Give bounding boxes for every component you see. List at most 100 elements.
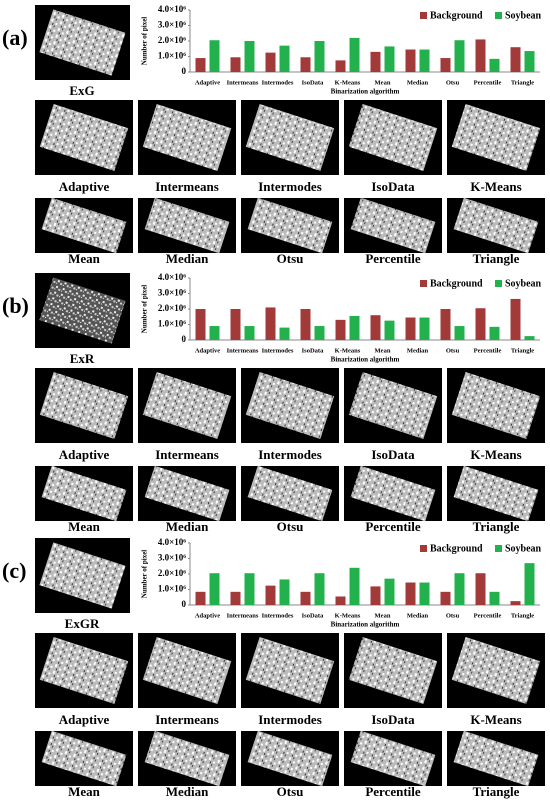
y-axis-label: Number of pixel bbox=[141, 550, 149, 599]
bar bbox=[314, 326, 325, 340]
bar bbox=[475, 308, 486, 340]
field-region bbox=[451, 371, 541, 440]
field-region bbox=[142, 103, 232, 172]
image-caption: Intermodes bbox=[258, 179, 322, 194]
field-region bbox=[142, 371, 232, 440]
bar bbox=[209, 573, 220, 605]
y-tick-label: 3.0×10⁶ bbox=[158, 20, 186, 30]
x-tick-label: Adaptive bbox=[195, 612, 220, 619]
image-caption: Triangle bbox=[473, 519, 520, 534]
x-tick-label: Median bbox=[407, 612, 429, 619]
field-region bbox=[350, 730, 436, 787]
image-caption: ExGR bbox=[65, 616, 100, 631]
image-caption: Median bbox=[166, 519, 209, 534]
field-region bbox=[142, 636, 232, 705]
bar bbox=[335, 60, 346, 72]
legend-swatch bbox=[495, 12, 502, 19]
bar bbox=[230, 309, 241, 340]
x-tick-label: K-Means bbox=[335, 347, 361, 354]
image-caption: Triangle bbox=[473, 251, 520, 266]
x-tick-label: Mean bbox=[375, 79, 391, 86]
x-tick-label: Intermodes bbox=[262, 79, 294, 86]
y-tick-label: 4.0×10⁶ bbox=[158, 4, 186, 14]
image-caption: Adaptive bbox=[59, 447, 110, 462]
bar bbox=[195, 309, 206, 340]
image-caption: K-Means bbox=[470, 447, 521, 462]
x-tick-label: Median bbox=[407, 79, 429, 86]
field-region bbox=[39, 103, 129, 172]
field-region bbox=[39, 542, 126, 609]
field-region bbox=[144, 465, 230, 522]
field-region bbox=[245, 636, 335, 705]
legend-label: Background bbox=[430, 10, 483, 21]
bar bbox=[300, 309, 311, 340]
field-region bbox=[247, 465, 333, 522]
x-tick-label: Mean bbox=[375, 612, 391, 619]
image-caption: IsoData bbox=[371, 179, 415, 194]
x-tick-label: Percentile bbox=[474, 79, 502, 86]
bar bbox=[209, 40, 220, 72]
bar bbox=[335, 319, 346, 340]
bar bbox=[454, 326, 465, 340]
y-tick-label: 2.0×10⁶ bbox=[158, 303, 186, 313]
bar bbox=[244, 573, 255, 605]
field-region bbox=[144, 730, 230, 787]
bar bbox=[405, 317, 416, 340]
bar bbox=[489, 326, 500, 340]
bar bbox=[244, 326, 255, 340]
legend-swatch bbox=[495, 280, 502, 287]
field-region bbox=[245, 103, 335, 172]
image-caption: Adaptive bbox=[59, 179, 110, 194]
bar bbox=[195, 58, 206, 72]
legend-label: Background bbox=[430, 278, 483, 289]
field-region bbox=[41, 465, 127, 522]
bar bbox=[419, 317, 430, 340]
field-region bbox=[41, 730, 127, 787]
y-tick-label: 3.0×10⁶ bbox=[158, 288, 186, 298]
bar bbox=[370, 586, 381, 605]
image-caption: Otsu bbox=[277, 784, 304, 799]
y-tick-label: 1.0×10⁶ bbox=[158, 319, 186, 329]
bar bbox=[405, 49, 416, 72]
image-caption: Mean bbox=[68, 519, 101, 534]
x-tick-label: Percentile bbox=[474, 612, 502, 619]
bar bbox=[489, 58, 500, 72]
y-tick-label: 3.0×10⁶ bbox=[158, 553, 186, 563]
bar bbox=[230, 591, 241, 605]
bar bbox=[195, 591, 206, 605]
x-tick-label: Triangle bbox=[511, 347, 534, 354]
image-caption: IsoData bbox=[371, 447, 415, 462]
image-caption: Adaptive bbox=[59, 712, 110, 727]
image-caption: Percentile bbox=[365, 519, 421, 534]
y-tick-label: 0 bbox=[182, 66, 187, 76]
y-tick-label: 4.0×10⁶ bbox=[158, 272, 186, 282]
x-tick-label: K-Means bbox=[335, 79, 361, 86]
panel-label: (c) bbox=[2, 558, 26, 583]
image-caption: ExG bbox=[69, 83, 94, 98]
bar bbox=[300, 591, 311, 605]
bar bbox=[510, 298, 521, 340]
bar bbox=[300, 57, 311, 72]
bar bbox=[370, 51, 381, 72]
x-tick-label: IsoData bbox=[302, 347, 324, 354]
bar bbox=[489, 591, 500, 605]
x-tick-label: Mean bbox=[375, 347, 391, 354]
image-caption: Intermodes bbox=[258, 712, 322, 727]
image-caption: Intermeans bbox=[155, 447, 219, 462]
field-region bbox=[453, 730, 539, 787]
legend-swatch bbox=[420, 280, 427, 287]
field-region bbox=[348, 103, 438, 172]
y-tick-label: 1.0×10⁶ bbox=[158, 51, 186, 61]
x-tick-label: K-Means bbox=[335, 612, 361, 619]
bar bbox=[335, 596, 346, 605]
field-region bbox=[453, 465, 539, 522]
field-region bbox=[39, 371, 129, 440]
legend-label: Soybean bbox=[505, 278, 542, 289]
bar bbox=[454, 40, 465, 72]
panel-label: (b) bbox=[2, 293, 29, 318]
bar bbox=[230, 57, 241, 72]
legend-label: Soybean bbox=[505, 543, 542, 554]
field-region bbox=[39, 636, 129, 705]
image-caption: Intermodes bbox=[258, 447, 322, 462]
